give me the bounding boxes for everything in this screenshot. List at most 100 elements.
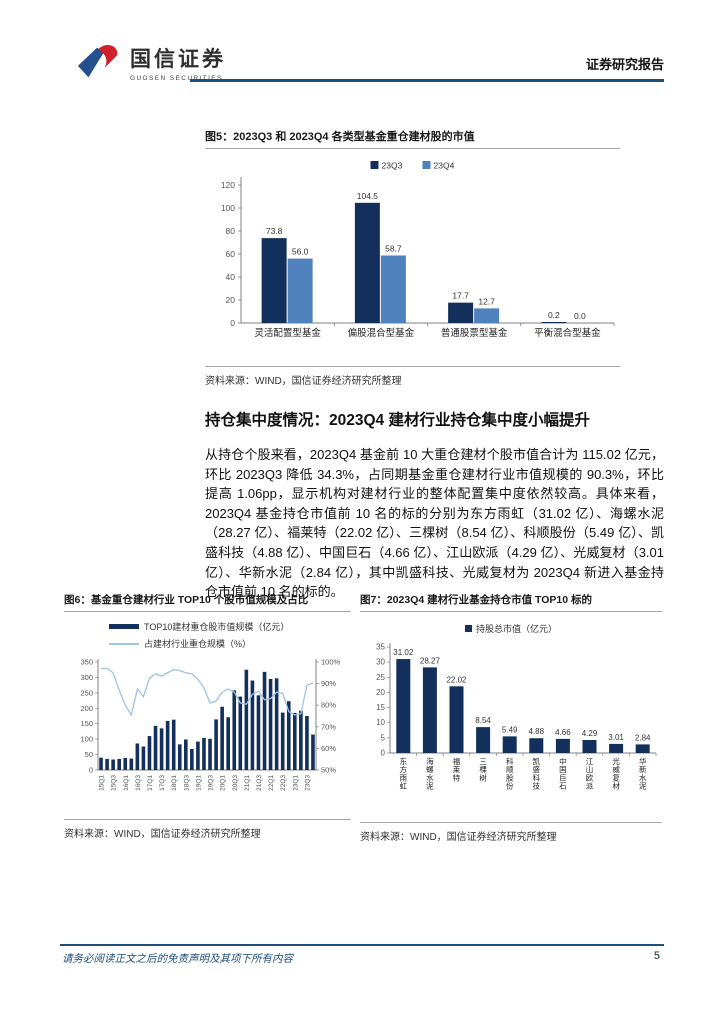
axis-label: 31.02: [393, 648, 414, 657]
company-logo: 国信证券 GUOSEN SECURITIES: [76, 42, 226, 82]
bar: [159, 728, 164, 770]
bar: [354, 202, 380, 323]
line-swatch: [109, 642, 139, 645]
category-label: 海螺水泥: [426, 756, 434, 791]
axis-label: 20: [376, 688, 385, 697]
category-label: 科顺股份: [506, 756, 514, 791]
axis-label: 56.0: [292, 247, 309, 257]
bar: [105, 758, 109, 770]
bar: [226, 717, 230, 770]
bar: [582, 740, 597, 753]
bar: [274, 678, 279, 770]
fig5-chart: 23Q3 23Q4 0 20 40 60 80 100 120 灵活配置型基金 73.8 56.0 偏股…: [205, 153, 620, 360]
bar-swatch: [464, 625, 472, 632]
bar: [208, 738, 212, 770]
bar: [232, 690, 237, 770]
axis-label: 60%: [321, 744, 336, 753]
bar: [476, 727, 491, 753]
axis-label: 0: [381, 749, 386, 758]
axis-label: 16Q1: [123, 775, 130, 791]
bar: [165, 720, 170, 770]
figure-7-source: 资料来源：WIND，国信证券经济研究所整理: [360, 822, 662, 843]
axis-label: 150: [80, 719, 93, 728]
axis-label: 18Q3: [183, 775, 190, 791]
axis-label: 普通股票型基金: [441, 327, 508, 339]
axis-label: 23Q1: [292, 775, 299, 791]
bar: [280, 712, 285, 770]
figure-5: 图5：2023Q3 和 2023Q4 各类型基金重仓建材股的市值 23Q3 23Q…: [205, 128, 620, 387]
bar: [141, 746, 146, 770]
axis-label: 23Q4: [434, 161, 455, 171]
figure-6-source: 资料来源：WIND，国信证券经济研究所整理: [64, 819, 351, 840]
axis-label: 18Q1: [171, 775, 178, 791]
bar: [380, 255, 406, 323]
bar: [256, 695, 261, 770]
figure-7-title: 图7：2023Q4 建材行业基金持仓市值 TOP10 标的: [360, 592, 662, 612]
axis-label: 5: [381, 733, 386, 742]
bar: [268, 678, 273, 770]
fig7-svg: 0 5 10 15 20 25 30 35 31.02 东方雨虹 28.27 海螺水泥 22.02 福莱特…: [376, 643, 657, 791]
bar: [238, 696, 243, 770]
bar: [147, 736, 152, 770]
axis-label: 250: [80, 688, 93, 697]
axis-label: 21Q3: [256, 775, 263, 791]
section-heading: 持仓集中度情况：2023Q4 建材行业持仓集中度小幅提升: [205, 412, 590, 429]
fig7-chart: 0 5 10 15 20 25 30 35 31.02 东方雨虹 28.27 海螺水泥 22.02 福莱特…: [360, 635, 662, 812]
bar: [190, 749, 194, 770]
category-label: 江山欧派: [586, 757, 594, 791]
bar: [262, 671, 267, 770]
bar: [396, 659, 411, 753]
bar: [474, 308, 500, 323]
category-label: 三棵树: [479, 757, 487, 782]
bar: [171, 719, 176, 770]
bar: [287, 258, 313, 323]
category-label: 中国巨石: [559, 756, 567, 791]
axis-label: 30: [376, 658, 385, 667]
axis-label: 0.2: [548, 310, 560, 320]
axis-label: 104.5: [357, 191, 379, 201]
axis-label: 50: [85, 750, 93, 759]
footer-divider: [60, 944, 664, 946]
axis-label: 20: [226, 295, 236, 305]
axis-label: 15Q3: [111, 775, 118, 791]
logo-name-cn: 国信证券: [130, 47, 226, 71]
body-paragraph: 从持仓个股来看，2023Q4 基金前 10 大重仓建材个股市值合计为 115.0…: [205, 447, 664, 600]
axis-label: 200: [80, 704, 93, 713]
axis-label: 16Q3: [135, 775, 142, 791]
axis-label: 3.01: [608, 733, 624, 742]
report-type-label: 证券研究报告: [585, 57, 664, 72]
category-label: 华新水泥: [639, 756, 647, 791]
bar: [311, 734, 315, 770]
axis-label: 350: [80, 658, 93, 667]
axis-label: 17Q3: [159, 775, 166, 791]
bar: [261, 238, 287, 323]
axis-label: 5.49: [502, 725, 518, 734]
fig6-legend: TOP10建材重仓股市值规模（亿元） 占建材行业重仓规模（%）: [109, 620, 351, 650]
axis-label: 80%: [321, 701, 336, 710]
fig6-svg: 0 50 100 150 200 250 300 350 50% 60% 70% 80% 90% 100%…: [80, 658, 340, 791]
footer-disclaimer: 请务必阅读正文之后的免责声明及其项下所有内容: [62, 953, 293, 965]
bar: [293, 712, 297, 770]
bar: [449, 686, 464, 753]
axis-label: 28.27: [420, 656, 441, 665]
bar-swatch: [109, 624, 139, 629]
bar: [448, 302, 474, 323]
axis-label: 8.54: [475, 716, 491, 725]
axis-label: 22.02: [446, 675, 467, 684]
axis-label: 15Q1: [99, 775, 106, 791]
ratio-line: [101, 667, 314, 717]
axis-label: 19Q3: [208, 775, 215, 791]
axis-label: 40: [226, 272, 236, 282]
bar: [502, 736, 517, 753]
category-label: 光威复材: [612, 756, 620, 791]
bar: [196, 741, 200, 770]
axis-label: 19Q1: [195, 775, 202, 791]
bar: [117, 758, 121, 770]
guosen-logo-icon: [77, 45, 118, 78]
axis-label: 120: [221, 180, 235, 190]
bar: [153, 725, 158, 770]
axis-label: 0: [230, 318, 235, 328]
axis-label: 90%: [321, 679, 336, 688]
axis-label: 23Q3: [304, 775, 311, 791]
bar: [184, 739, 188, 770]
